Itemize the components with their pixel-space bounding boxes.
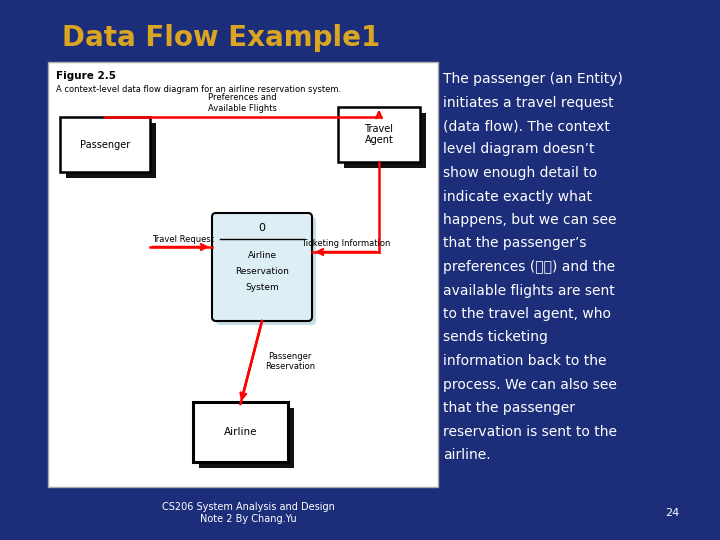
Text: CS206 System Analysis and Design
Note 2 By Chang.Yu: CS206 System Analysis and Design Note 2 … bbox=[161, 502, 334, 524]
FancyBboxPatch shape bbox=[212, 213, 312, 321]
Bar bbox=[199, 408, 294, 468]
Text: Figure 2.5: Figure 2.5 bbox=[56, 71, 116, 81]
Text: Airline: Airline bbox=[248, 251, 276, 260]
Bar bbox=[344, 113, 426, 168]
Text: Passenger: Passenger bbox=[80, 139, 130, 150]
Text: process. We can also see: process. We can also see bbox=[443, 377, 617, 392]
Text: Passenger
Reservation: Passenger Reservation bbox=[265, 352, 315, 371]
Text: reservation is sent to the: reservation is sent to the bbox=[443, 424, 617, 438]
Text: preferences (偏愛) and the: preferences (偏愛) and the bbox=[443, 260, 615, 274]
FancyBboxPatch shape bbox=[216, 217, 316, 325]
Text: initiates a travel request: initiates a travel request bbox=[443, 96, 613, 110]
Text: System: System bbox=[245, 282, 279, 292]
Text: to the travel agent, who: to the travel agent, who bbox=[443, 307, 611, 321]
Bar bbox=[193, 402, 288, 462]
Text: Ticketing Information: Ticketing Information bbox=[301, 240, 390, 248]
Text: Data Flow Example1: Data Flow Example1 bbox=[62, 24, 380, 52]
Text: level diagram doesn’t: level diagram doesn’t bbox=[443, 143, 595, 157]
Text: The passenger (an Entity): The passenger (an Entity) bbox=[443, 72, 623, 86]
Text: indicate exactly what: indicate exactly what bbox=[443, 190, 592, 204]
Text: Travel
Agent: Travel Agent bbox=[364, 124, 394, 145]
Text: Reservation: Reservation bbox=[235, 267, 289, 275]
Bar bbox=[60, 117, 150, 172]
Bar bbox=[338, 107, 420, 162]
Text: that the passenger: that the passenger bbox=[443, 401, 575, 415]
Text: information back to the: information back to the bbox=[443, 354, 606, 368]
Text: available flights are sent: available flights are sent bbox=[443, 284, 615, 298]
Text: A context-level data flow diagram for an airline reservation system.: A context-level data flow diagram for an… bbox=[56, 84, 341, 93]
Bar bbox=[48, 62, 438, 487]
Text: Travel Request: Travel Request bbox=[152, 234, 214, 244]
Bar bbox=[66, 123, 156, 178]
Text: happens, but we can see: happens, but we can see bbox=[443, 213, 616, 227]
Text: Airline: Airline bbox=[224, 427, 257, 437]
Text: show enough detail to: show enough detail to bbox=[443, 166, 598, 180]
Text: (data flow). The context: (data flow). The context bbox=[443, 119, 610, 133]
Text: Preferences and
Available Flights: Preferences and Available Flights bbox=[207, 93, 276, 113]
Text: 0: 0 bbox=[258, 223, 266, 233]
Text: airline.: airline. bbox=[443, 448, 490, 462]
Text: that the passenger’s: that the passenger’s bbox=[443, 237, 587, 251]
Text: sends ticketing: sends ticketing bbox=[443, 330, 548, 345]
Text: 24: 24 bbox=[665, 508, 679, 518]
